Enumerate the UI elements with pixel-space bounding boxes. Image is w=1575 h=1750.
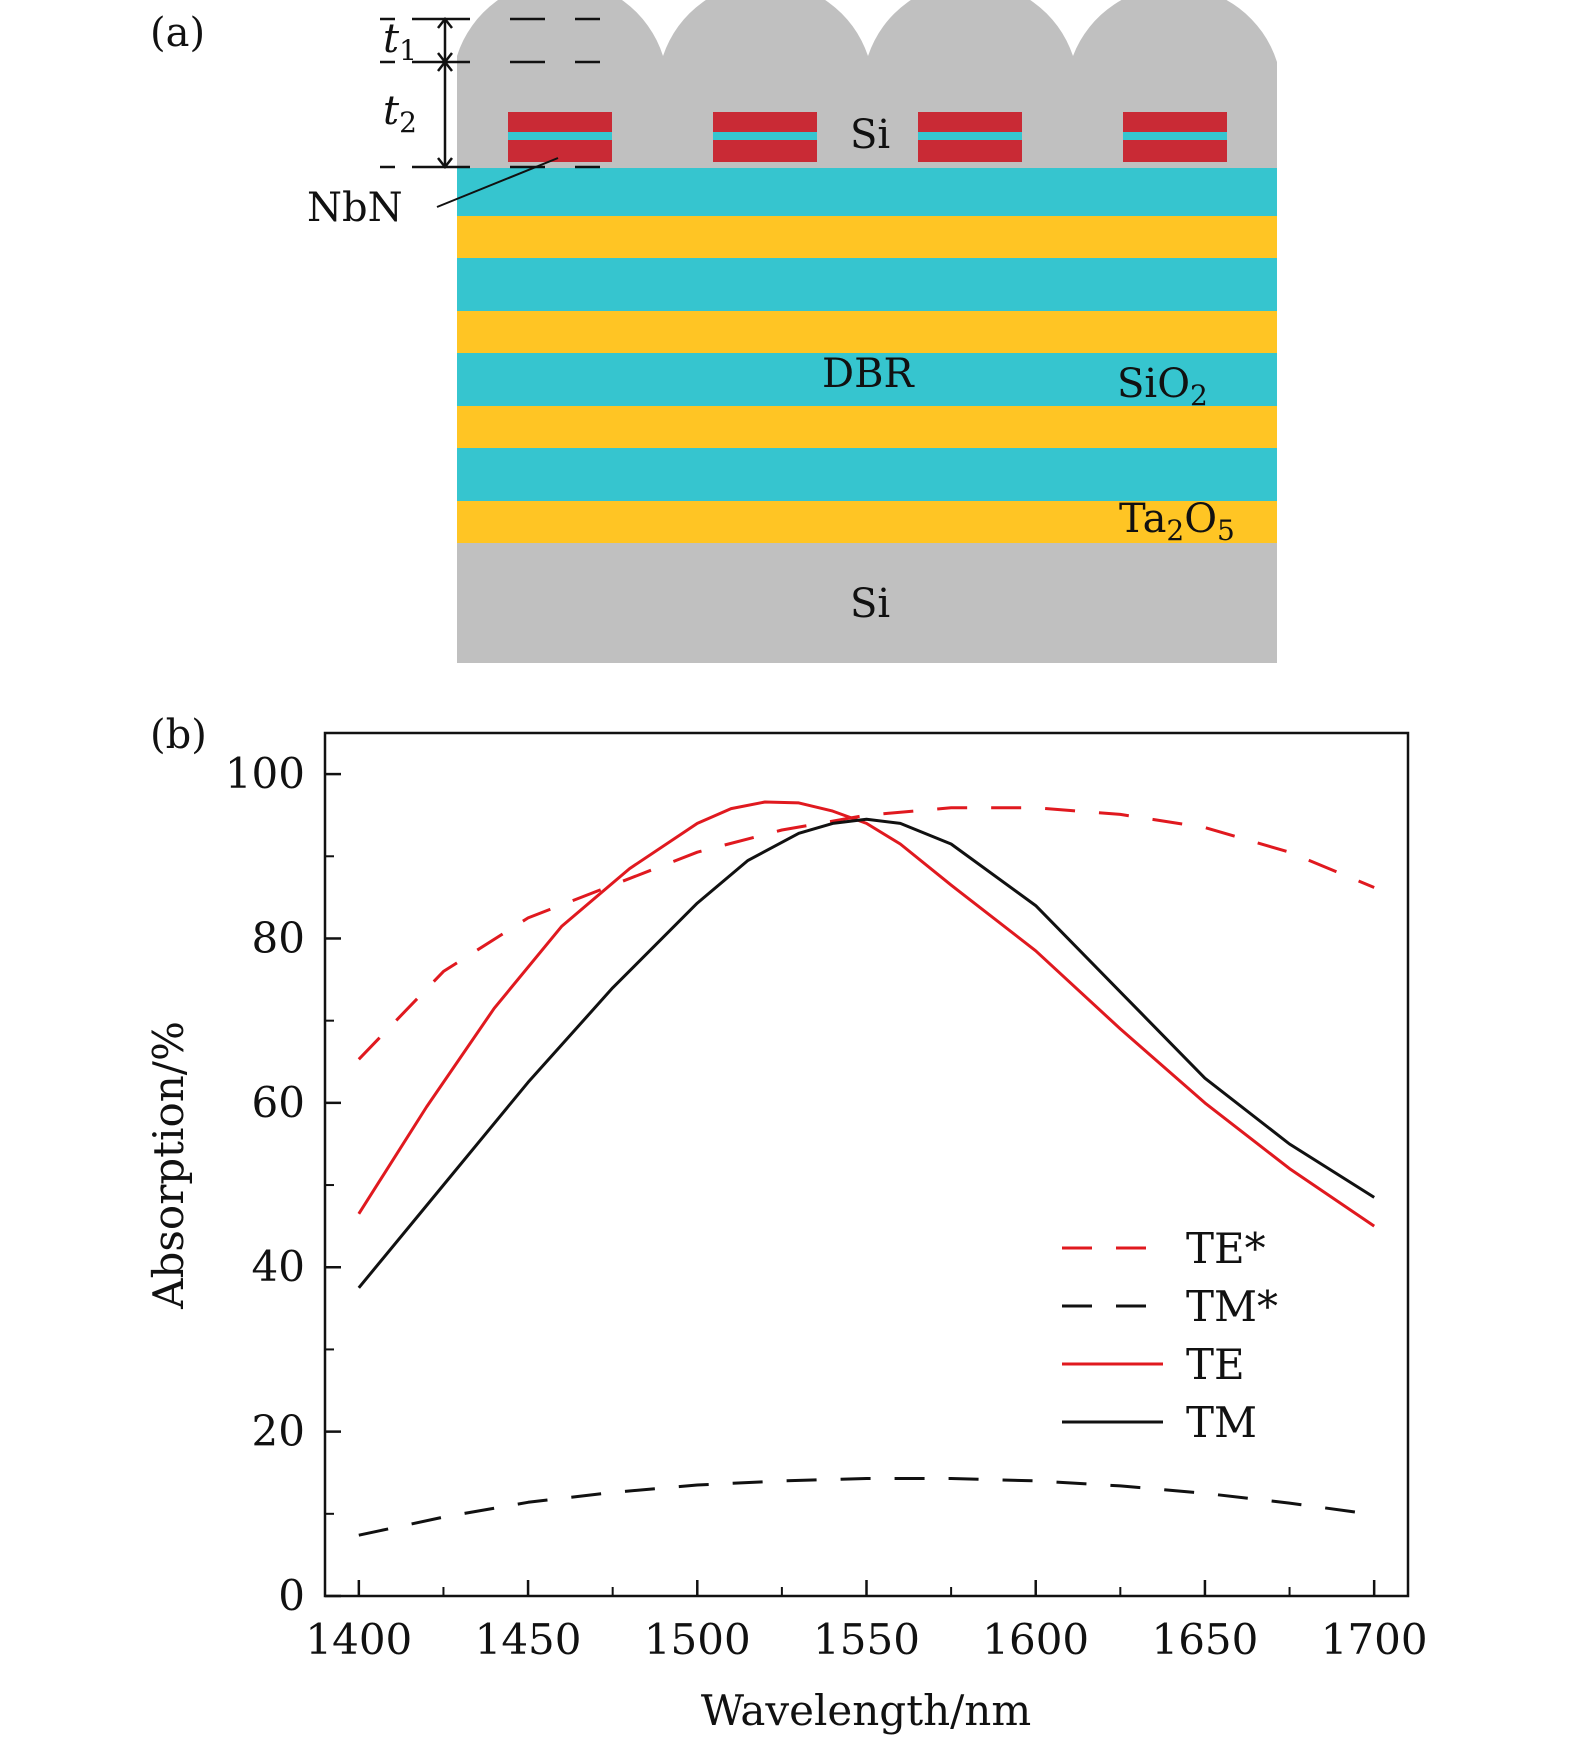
sio2-layer [457, 258, 1277, 311]
panel-a-label: (a) [150, 10, 205, 56]
x-tick-label: 1450 [475, 1615, 582, 1664]
dbr-stack [457, 168, 1277, 543]
legend-label: TE [1186, 1340, 1245, 1389]
plot-frame [323, 731, 1410, 1598]
si-substrate [457, 543, 1277, 663]
si-top-label: Si [850, 112, 890, 158]
series-te-star-line [357, 806, 1375, 1061]
ta2o5-label: Ta2O5 [1119, 496, 1235, 547]
sio2-layer [457, 168, 1277, 216]
ta2o5-layer [457, 311, 1277, 353]
nanowire-pair [918, 112, 1022, 162]
series-te-line [357, 800, 1376, 1228]
nanowire-pair [1123, 112, 1227, 162]
x-tick-label: 1650 [1151, 1615, 1258, 1664]
y-tick-label: 100 [225, 749, 305, 798]
y-tick-label: 40 [252, 1242, 305, 1291]
x-tick-label: 1600 [982, 1615, 1089, 1664]
nanowire-pair [713, 112, 817, 162]
series-tm-star-line [358, 1477, 1375, 1537]
legend-label: TE* [1186, 1224, 1266, 1273]
y-tick-label: 80 [252, 913, 305, 962]
legend: TE* TM* TE TM [1062, 1224, 1278, 1447]
sio2-layer [457, 353, 1277, 406]
t2-label: t2 [383, 88, 417, 139]
ta2o5-layer [457, 501, 1277, 543]
ta2o5-layer [457, 216, 1277, 258]
thickness-dimensions [380, 16, 600, 170]
plot-series [357, 800, 1376, 1537]
x-axis-title: Wavelength/nm [701, 1686, 1031, 1735]
si-substrate-label: Si [850, 581, 890, 627]
y-tick-label: 60 [252, 1078, 305, 1127]
x-tick-label: 1550 [813, 1615, 920, 1664]
y-tick-label: 0 [278, 1571, 305, 1620]
si-lens-layer [457, 0, 1277, 168]
x-tick-label: 1700 [1321, 1615, 1428, 1664]
x-axis: 1400 1450 1500 1550 1600 1650 1700 [305, 1580, 1428, 1664]
sio2-label: SiO2 [1117, 361, 1208, 412]
ta2o5-layer [457, 406, 1277, 448]
x-tick-label: 1400 [305, 1615, 412, 1664]
series-tm-line [357, 817, 1375, 1289]
sio2-layer [457, 448, 1277, 501]
y-tick-label: 20 [252, 1407, 305, 1456]
y-axis-title: Absorption/% [144, 1021, 193, 1310]
legend-label: TM* [1186, 1282, 1278, 1331]
legend-label: TM [1186, 1398, 1257, 1447]
nbn-nanowires [508, 112, 1227, 162]
nbn-label: NbN [307, 185, 403, 231]
nanowire-pair [508, 112, 612, 162]
y-axis: 0 20 40 60 80 100 [225, 749, 341, 1620]
panel-a: (a) [150, 0, 1277, 663]
t1-label: t1 [383, 16, 417, 67]
panel-b-label: (b) [150, 712, 207, 758]
panel-b: (b) 1400 1450 1500 1550 1600 1650 1700 0 20 40 60… [144, 712, 1428, 1735]
nbn-leader-line [436, 157, 559, 208]
dbr-label: DBR [822, 351, 915, 397]
x-tick-label: 1500 [644, 1615, 751, 1664]
